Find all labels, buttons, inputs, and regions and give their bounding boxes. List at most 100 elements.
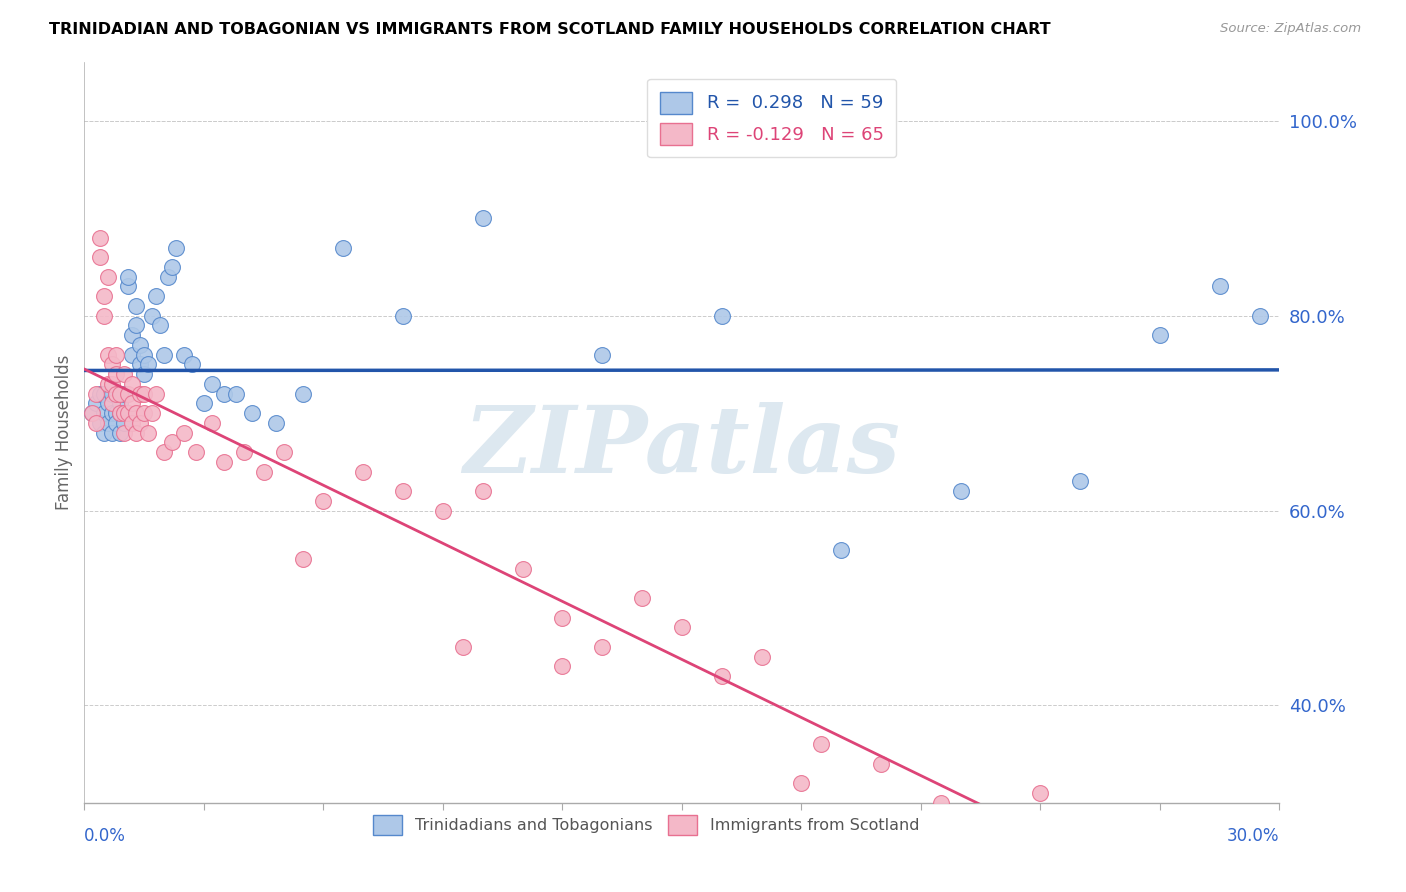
Point <box>929 796 952 810</box>
Point <box>1069 475 1091 489</box>
Point <box>117 406 139 420</box>
Point <box>949 484 972 499</box>
Point <box>471 211 494 226</box>
Point <box>125 406 148 420</box>
Point <box>173 425 195 440</box>
Point <box>105 416 128 430</box>
Point <box>112 367 135 381</box>
Point <box>212 386 235 401</box>
Point <box>105 406 128 420</box>
Point <box>710 309 733 323</box>
Point <box>101 425 124 440</box>
Point <box>312 493 335 508</box>
Point <box>82 406 104 420</box>
Point <box>184 445 207 459</box>
Point <box>149 318 172 333</box>
Point <box>97 376 120 391</box>
Point <box>153 445 176 459</box>
Point <box>240 406 263 420</box>
Point <box>591 640 613 654</box>
Point <box>101 396 124 410</box>
Point <box>153 348 176 362</box>
Point <box>129 386 152 401</box>
Point <box>551 659 574 673</box>
Point <box>132 367 156 381</box>
Point <box>264 416 287 430</box>
Point <box>830 542 852 557</box>
Point <box>112 406 135 420</box>
Point <box>145 386 167 401</box>
Point <box>101 386 124 401</box>
Point <box>352 465 374 479</box>
Point <box>165 240 187 255</box>
Point <box>160 260 183 274</box>
Point <box>86 386 108 401</box>
Point <box>97 348 120 362</box>
Point <box>112 386 135 401</box>
Point <box>101 376 124 391</box>
Point <box>121 396 143 410</box>
Point <box>141 406 163 420</box>
Point <box>671 620 693 634</box>
Point <box>110 396 132 410</box>
Point <box>451 640 474 654</box>
Point <box>105 348 128 362</box>
Point <box>112 406 135 420</box>
Point <box>591 348 613 362</box>
Point <box>201 376 224 391</box>
Point <box>101 406 124 420</box>
Point <box>173 348 195 362</box>
Point <box>105 386 128 401</box>
Point <box>97 396 120 410</box>
Point <box>93 425 115 440</box>
Point <box>93 406 115 420</box>
Point <box>110 386 132 401</box>
Point <box>810 737 832 751</box>
Point <box>117 279 139 293</box>
Point <box>181 358 204 372</box>
Point <box>253 465 276 479</box>
Point <box>112 425 135 440</box>
Point <box>86 416 108 430</box>
Point <box>212 455 235 469</box>
Point <box>89 386 111 401</box>
Point <box>141 309 163 323</box>
Point <box>110 406 132 420</box>
Point <box>273 445 295 459</box>
Point <box>129 416 152 430</box>
Point <box>471 484 494 499</box>
Point <box>136 425 159 440</box>
Text: Source: ZipAtlas.com: Source: ZipAtlas.com <box>1220 22 1361 36</box>
Point <box>97 269 120 284</box>
Point <box>292 386 315 401</box>
Legend: Trinidadians and Tobagonians, Immigrants from Scotland: Trinidadians and Tobagonians, Immigrants… <box>366 807 927 843</box>
Point <box>89 416 111 430</box>
Point <box>160 435 183 450</box>
Point <box>710 669 733 683</box>
Point <box>1209 279 1232 293</box>
Point <box>551 610 574 624</box>
Point <box>125 318 148 333</box>
Point <box>790 776 813 790</box>
Point <box>432 503 454 517</box>
Text: ZIPatlas: ZIPatlas <box>464 402 900 492</box>
Point <box>105 367 128 381</box>
Point <box>101 358 124 372</box>
Point <box>110 425 132 440</box>
Point <box>129 338 152 352</box>
Point <box>93 289 115 303</box>
Point <box>117 269 139 284</box>
Point <box>105 386 128 401</box>
Point <box>201 416 224 430</box>
Point <box>870 756 893 771</box>
Point <box>136 358 159 372</box>
Point <box>121 328 143 343</box>
Point <box>89 250 111 264</box>
Point <box>132 348 156 362</box>
Point <box>117 386 139 401</box>
Point <box>232 445 254 459</box>
Point <box>132 406 156 420</box>
Point <box>145 289 167 303</box>
Point <box>82 406 104 420</box>
Point <box>112 416 135 430</box>
